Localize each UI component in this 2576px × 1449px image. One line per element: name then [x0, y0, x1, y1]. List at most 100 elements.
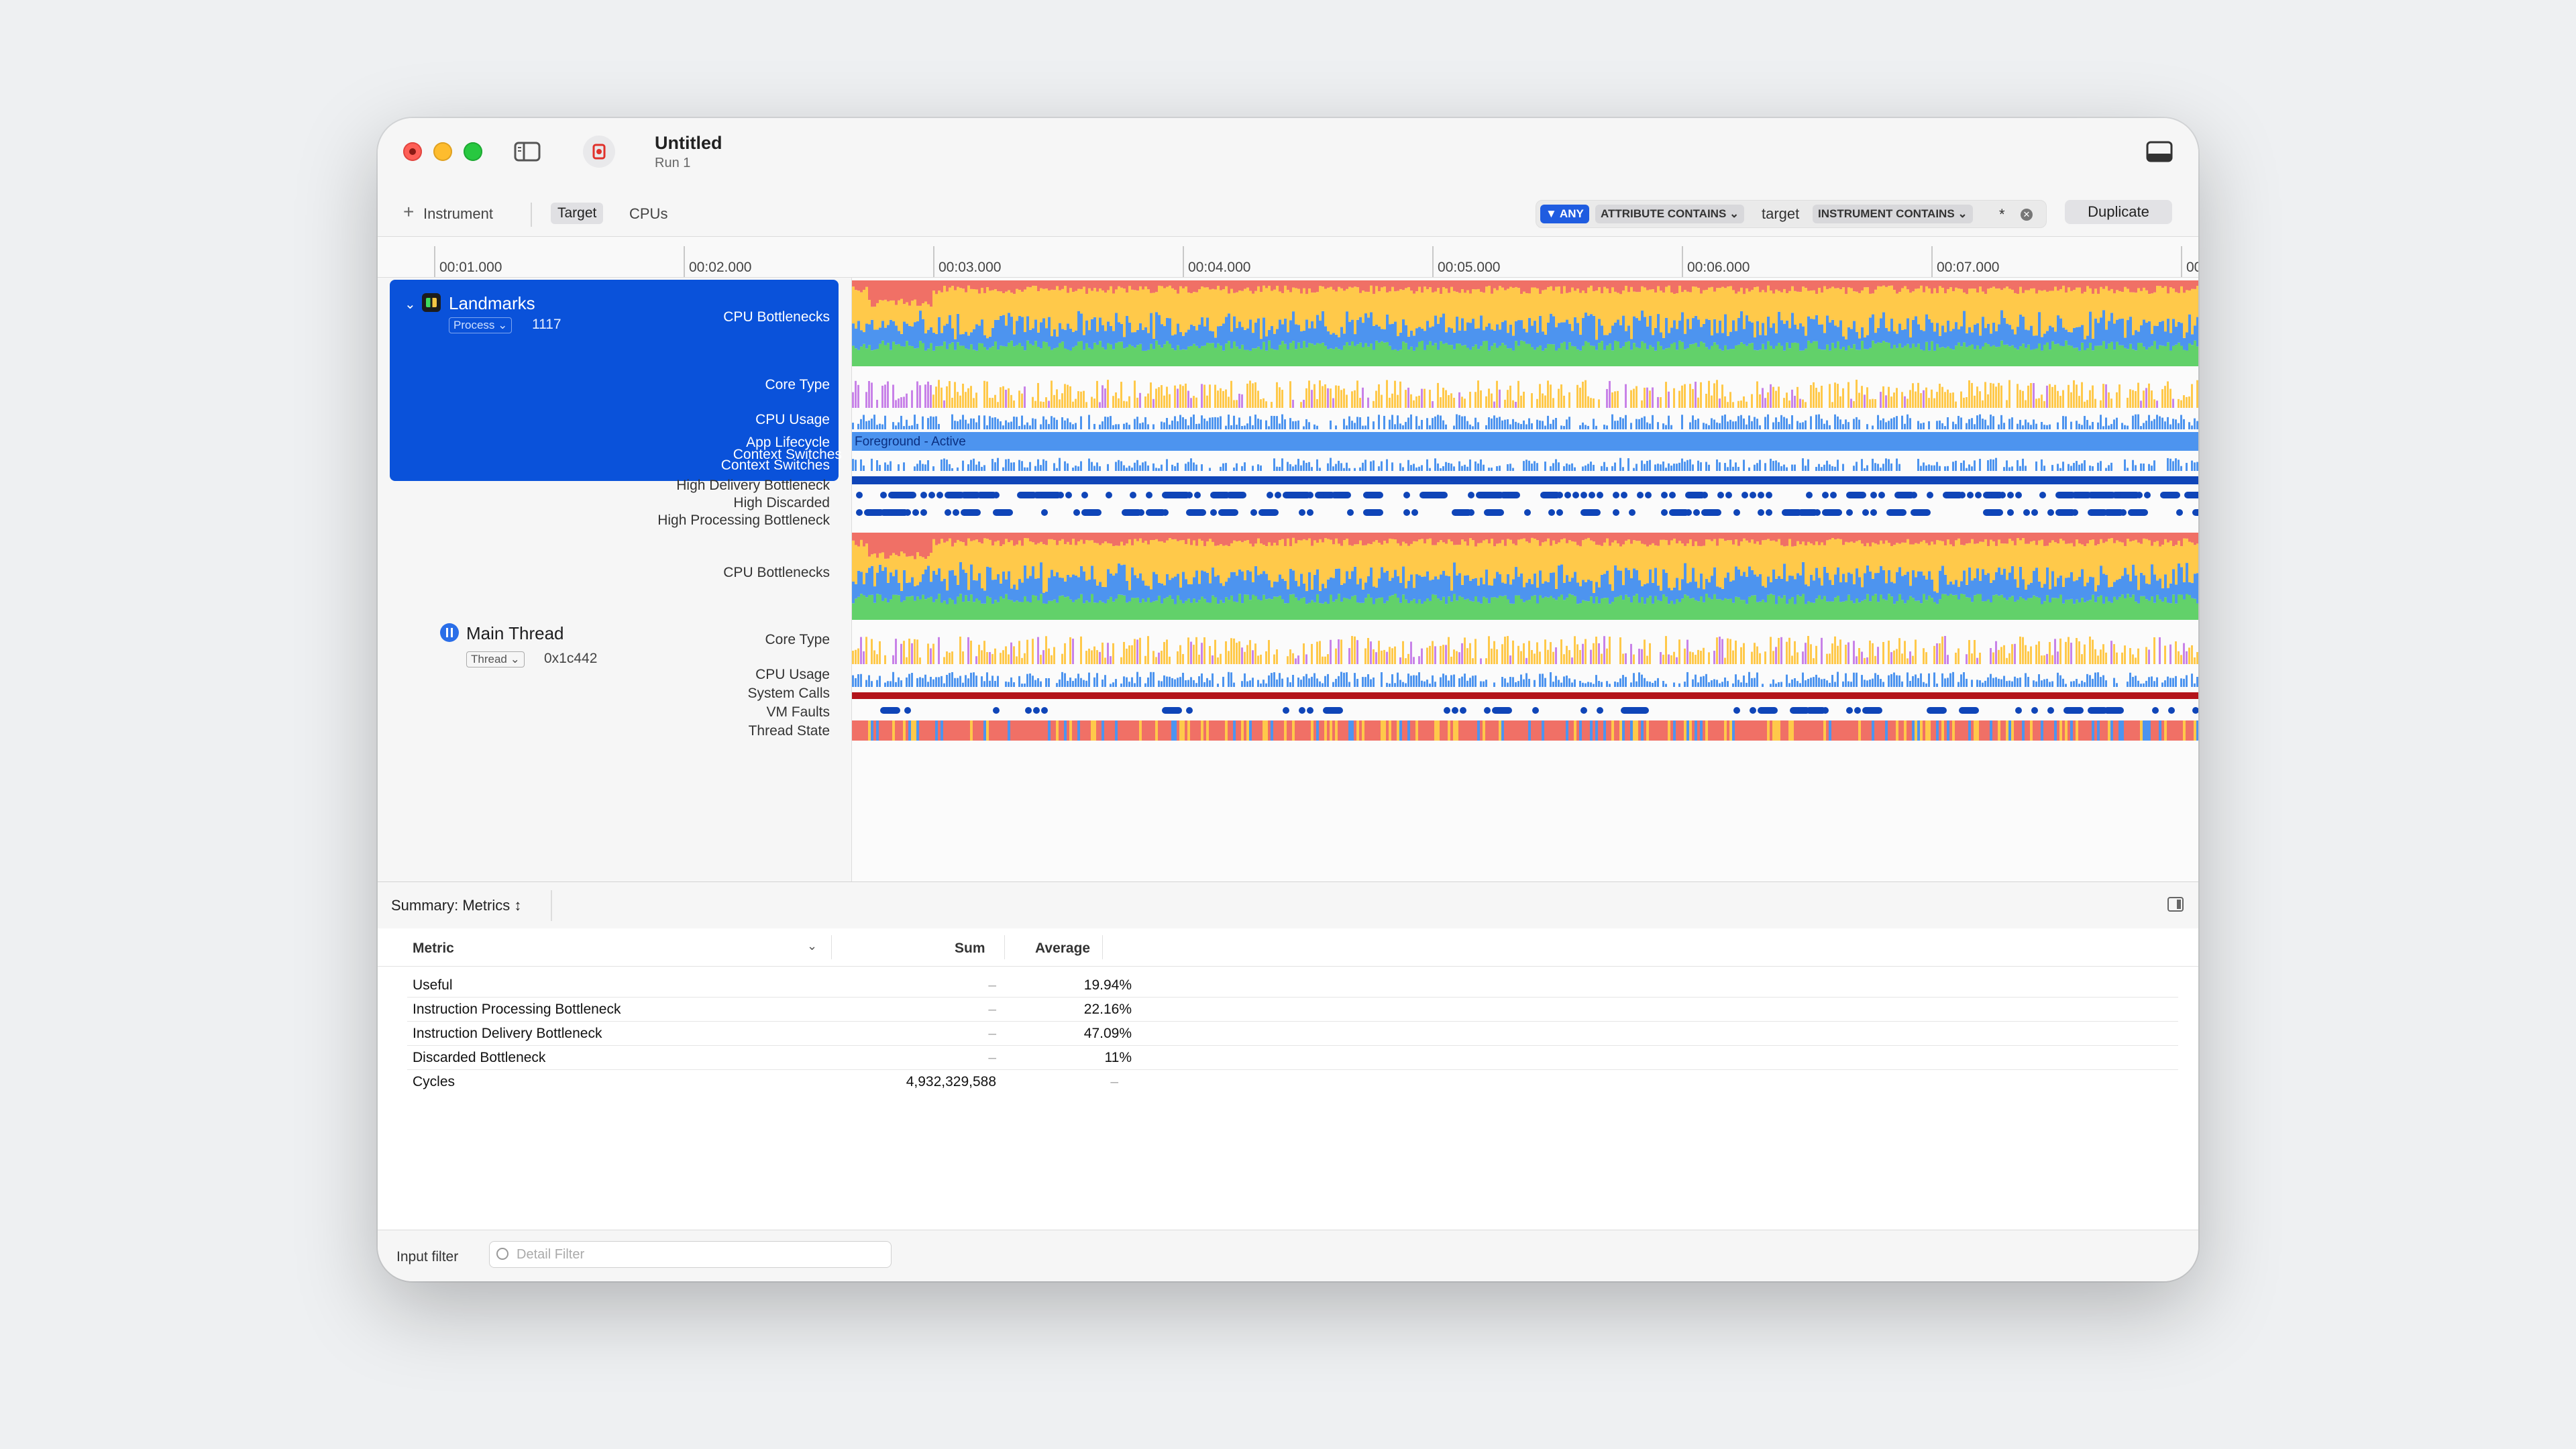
process-core-type-bar	[1842, 388, 1844, 408]
any-filter-chip[interactable]: ▼ ANY	[1540, 205, 1589, 223]
process-cpu-bottleneck-useful	[1780, 345, 1783, 366]
bottom-panel-toggle-icon[interactable]	[2145, 138, 2174, 165]
process-cpu-bottleneck-delivery	[1351, 287, 1354, 320]
thread-cpu-bottleneck-discarded	[1512, 533, 1515, 544]
run-label: Run 1	[655, 156, 691, 170]
track-graphs[interactable]: Foreground - Active	[852, 278, 2198, 747]
thread-cpu-bottleneck-delivery	[1805, 545, 1807, 585]
process-core-type-bar	[970, 386, 972, 408]
process-core-type-bar	[916, 381, 918, 408]
process-cpu-bottleneck-processing	[1566, 319, 1568, 350]
process-cpu-bottleneck-processing	[1979, 335, 1982, 350]
process-cpu-bottleneck-processing	[1746, 315, 1748, 346]
thread-cpu-bottleneck-processing	[1386, 570, 1389, 601]
track-filter-bar[interactable]: ▼ ANY ATTRIBUTE CONTAINS ⌄ target INSTRU…	[1536, 200, 2047, 228]
context-switch-bar	[1319, 468, 1321, 471]
process-cpu-bottleneck-processing	[2025, 329, 2027, 348]
thread-cpu-bottleneck-useful	[975, 598, 978, 620]
thread-cpu-bottleneck-processing	[1303, 583, 1305, 598]
process-core-type-bar	[1925, 387, 1927, 408]
thread-cpu-bottleneck-processing	[1389, 580, 1391, 596]
process-cpu-usage-bar	[2062, 416, 2064, 429]
process-cpu-usage-bar	[1136, 417, 1138, 429]
thread-cpu-bottleneck-discarded	[1657, 533, 1660, 546]
process-cpu-usage-bar	[1018, 426, 1020, 429]
thread-cpu-bottleneck-useful	[973, 602, 975, 620]
process-cpu-bottleneck-useful	[1509, 348, 1512, 366]
high-processing-marker	[2120, 509, 2127, 516]
instrument-value[interactable]: *	[1999, 206, 2005, 223]
process-kind-popup[interactable]: Process ⌄	[449, 317, 513, 333]
process-cpu-bottleneck-useful	[1619, 348, 1622, 366]
clear-filter-icon[interactable]: ✕	[2021, 209, 2033, 221]
process-cpu-bottleneck-processing	[1960, 326, 1963, 347]
process-cpu-bottleneck-delivery	[2164, 286, 2167, 332]
thread-cpu-bottleneck-discarded	[935, 533, 938, 545]
add-instrument-button[interactable]: Instrument	[423, 205, 493, 222]
track-labels: ⌄ Landmarks Process ⌄ 1117 Context Switc…	[378, 278, 850, 881]
thread-cpu-bottleneck-processing	[986, 566, 989, 596]
thread-cpu-bottleneck-useful	[965, 595, 967, 620]
record-button[interactable]	[583, 136, 615, 168]
process-cpu-bottleneck-discarded	[2017, 280, 2019, 294]
thread-cpu-bottleneck-discarded	[1155, 533, 1158, 539]
process-cpu-bottleneck-discarded	[1480, 280, 1483, 292]
thread-cpu-bottleneck-delivery	[1654, 545, 1657, 568]
thread-cpu-bottleneck-delivery	[1743, 538, 1746, 572]
plus-icon[interactable]: +	[403, 201, 415, 222]
process-cpu-bottleneck-delivery	[1179, 286, 1182, 332]
zoom-window-button[interactable]	[464, 142, 482, 161]
high-processing-marker	[1870, 509, 1877, 516]
thread-cpu-bottleneck-processing	[1346, 571, 1348, 598]
process-core-type-bar	[1563, 395, 1565, 408]
thread-cpu-bottleneck-processing	[863, 584, 865, 596]
process-cpu-usage-bar	[1582, 422, 1584, 429]
process-cpu-bottleneck-delivery	[1729, 286, 1732, 332]
thread-cpu-bottleneck-delivery	[1638, 541, 1641, 581]
instrument-contains-chip[interactable]: INSTRUMENT CONTAINS ⌄	[1813, 205, 1973, 223]
thread-kind-popup[interactable]: Thread ⌄	[466, 651, 525, 667]
thread-cpu-bottleneck-processing	[1585, 582, 1587, 601]
minimize-window-button[interactable]	[433, 142, 452, 161]
process-cpu-bottleneck-processing	[2129, 317, 2132, 344]
attribute-contains-chip[interactable]: ATTRIBUTE CONTAINS ⌄	[1595, 205, 1745, 223]
thread-cpu-bottleneck-processing	[1096, 585, 1099, 603]
process-cpu-usage-bar	[1233, 415, 1235, 429]
process-cpu-bottleneck-delivery	[2011, 289, 2014, 329]
process-core-type-bar	[927, 381, 929, 408]
thread-cpu-bottleneck-discarded	[1869, 533, 1872, 547]
process-core-type-bar	[852, 392, 854, 408]
process-cpu-bottleneck-useful	[1295, 349, 1297, 366]
process-core-type-bar	[1955, 401, 1957, 408]
attribute-value[interactable]: target	[1762, 205, 1800, 222]
context-switch-bar	[1654, 464, 1656, 471]
process-cpu-bottleneck-discarded	[1579, 280, 1582, 293]
process-cpu-bottleneck-delivery	[1692, 286, 1695, 319]
chevron-down-icon[interactable]: ⌄	[405, 297, 416, 312]
process-cpu-bottleneck-useful	[1201, 345, 1203, 366]
thread-cpu-bottleneck-delivery	[1504, 545, 1507, 584]
process-cpu-bottleneck-delivery	[1166, 286, 1169, 318]
process-core-type-bar	[1464, 398, 1466, 408]
process-cpu-usage-bar	[1236, 425, 1238, 429]
tab-cpus[interactable]: CPUs	[629, 205, 668, 222]
thread-cpu-bottleneck-useful	[1882, 598, 1885, 620]
thread-cpu-bottleneck-useful	[1767, 594, 1770, 620]
thread-cpu-bottleneck-discarded	[1501, 533, 1504, 540]
tab-target[interactable]: Target	[551, 203, 604, 224]
timeline-ruler[interactable]: 00:01.000 00:02.000 00:03.000 00:04.000 …	[378, 237, 2198, 278]
process-track-header[interactable]: ⌄ Landmarks Process ⌄ 1117	[390, 280, 839, 481]
process-cpu-bottleneck-delivery	[1727, 286, 1729, 336]
thread-cpu-bottleneck-discarded	[1024, 533, 1026, 539]
duplicate-button[interactable]: Duplicate	[2065, 200, 2172, 224]
track-graph-area[interactable]: Foreground - Active	[851, 278, 2198, 881]
thread-cpu-bottleneck-processing	[1131, 567, 1134, 598]
process-cpu-bottleneck-processing	[857, 321, 860, 350]
thread-cpu-bottleneck-discarded	[1681, 533, 1684, 544]
process-cpu-bottleneck-processing	[1378, 326, 1381, 343]
process-core-type-bar	[1313, 384, 1316, 408]
close-window-button[interactable]	[403, 142, 422, 161]
thread-cpu-bottleneck-processing	[1778, 576, 1780, 596]
process-cpu-bottleneck-useful	[903, 346, 906, 366]
sidebar-toggle-icon[interactable]	[512, 138, 543, 165]
